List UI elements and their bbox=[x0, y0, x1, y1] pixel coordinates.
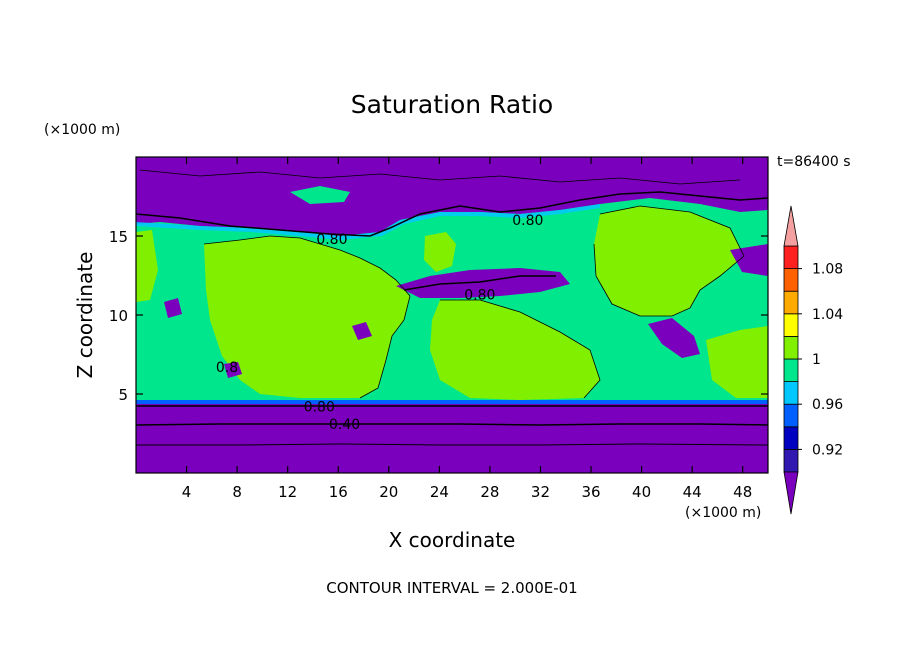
colorbar-segment bbox=[783, 268, 799, 292]
colorbar-tick-label: 1.08 bbox=[812, 262, 843, 278]
colorbar-segment bbox=[783, 245, 799, 270]
y-axis-ticks: 5 10 15 bbox=[109, 228, 768, 404]
green-region-center bbox=[430, 300, 600, 400]
contour-interval-footer: CONTOUR INTERVAL = 2.000E-01 bbox=[326, 579, 577, 597]
dry-patch-lower-left bbox=[224, 362, 242, 378]
y-tick-label: 15 bbox=[109, 228, 128, 246]
colorbar-segment bbox=[783, 313, 799, 337]
contour-bottom bbox=[136, 443, 768, 446]
contour-label: 0.80 bbox=[304, 400, 335, 416]
colorbar-segment bbox=[783, 403, 799, 428]
x-tick-label: 28 bbox=[480, 483, 499, 501]
x-axis-label: X coordinate bbox=[389, 528, 516, 552]
contour-080-upper bbox=[136, 191, 768, 237]
x-tick-label: 16 bbox=[329, 483, 348, 501]
dry-patch-right-edge bbox=[730, 244, 768, 276]
y-tick-label: 5 bbox=[118, 386, 128, 404]
contour-label: 0.80 bbox=[464, 287, 495, 303]
upper-dry-layer bbox=[136, 157, 768, 236]
x-tick-label: 8 bbox=[232, 483, 242, 501]
x-tick-label: 36 bbox=[581, 483, 600, 501]
dry-patch-right bbox=[648, 318, 700, 358]
contour-thin-green-left bbox=[203, 235, 411, 399]
y-axis-label: Z coordinate bbox=[73, 252, 97, 379]
lower-dry-layer bbox=[136, 403, 768, 473]
x-tick-label: 32 bbox=[531, 483, 550, 501]
dry-patch-left bbox=[164, 298, 182, 318]
x-tick-label: 24 bbox=[430, 483, 449, 501]
green-region-left bbox=[204, 236, 410, 398]
contour-thin-green-right bbox=[593, 205, 745, 317]
contour-label: 0.80 bbox=[512, 213, 543, 229]
field-layer bbox=[136, 157, 768, 473]
lower-dry-edge bbox=[136, 400, 768, 404]
green-region-far-right bbox=[706, 326, 768, 398]
colorbar-segment bbox=[783, 290, 799, 315]
dry-patch-center-left bbox=[352, 322, 372, 340]
x-tick-label: 40 bbox=[632, 483, 651, 501]
colorbar-tick-label: 0.96 bbox=[812, 397, 843, 413]
green-region-left-edge bbox=[136, 230, 158, 302]
chart-title: Saturation Ratio bbox=[351, 90, 553, 119]
x-tick-label: 48 bbox=[733, 483, 752, 501]
contour-label: 0.80 bbox=[316, 232, 347, 248]
colorbar-segment bbox=[783, 335, 799, 360]
green-region-right bbox=[594, 206, 744, 316]
contour-label: 0.40 bbox=[329, 417, 360, 433]
y-tick-label: 10 bbox=[109, 307, 128, 325]
contour-label: 0.8 bbox=[216, 360, 238, 376]
colorbar-low-arrow bbox=[783, 471, 799, 515]
x-tick-label: 4 bbox=[182, 483, 192, 501]
upper-moist-band bbox=[136, 204, 600, 240]
colorbar-tick-label: 1.04 bbox=[812, 307, 843, 323]
x-axis-ticks: 4 8 12 16 20 24 28 32 36 40 44 48 bbox=[182, 157, 752, 501]
colorbar-segment bbox=[783, 426, 799, 450]
green-region-small bbox=[424, 232, 456, 272]
time-label: t=86400 s bbox=[777, 154, 851, 170]
x-tick-label: 20 bbox=[379, 483, 398, 501]
x-tick-label: 44 bbox=[683, 483, 702, 501]
contour-label-layer: 0.800.800.800.800.400.8 bbox=[216, 213, 544, 433]
contour-080-mid bbox=[403, 275, 556, 291]
contour-thin-upper bbox=[139, 169, 741, 185]
contour-lines bbox=[136, 169, 768, 446]
y-unit-label: (×1000 m) bbox=[44, 122, 120, 138]
colorbar-segment bbox=[783, 381, 799, 405]
colorbar-tick-label: 1 bbox=[812, 352, 821, 368]
contour-thin-green-center bbox=[440, 299, 601, 399]
colorbar-segment bbox=[783, 358, 799, 383]
colorbar-tick-label: 0.92 bbox=[812, 442, 843, 458]
x-tick-label: 12 bbox=[278, 483, 297, 501]
colorbar-high-arrow bbox=[783, 205, 799, 247]
upper-cloud-patch bbox=[290, 186, 350, 204]
colorbar: 0.92 0.96 1 1.04 1.08 bbox=[783, 205, 843, 515]
x-unit-label: (×1000 m) bbox=[685, 505, 761, 521]
colorbar-segment bbox=[783, 448, 799, 473]
contour-040-lower bbox=[136, 423, 768, 426]
